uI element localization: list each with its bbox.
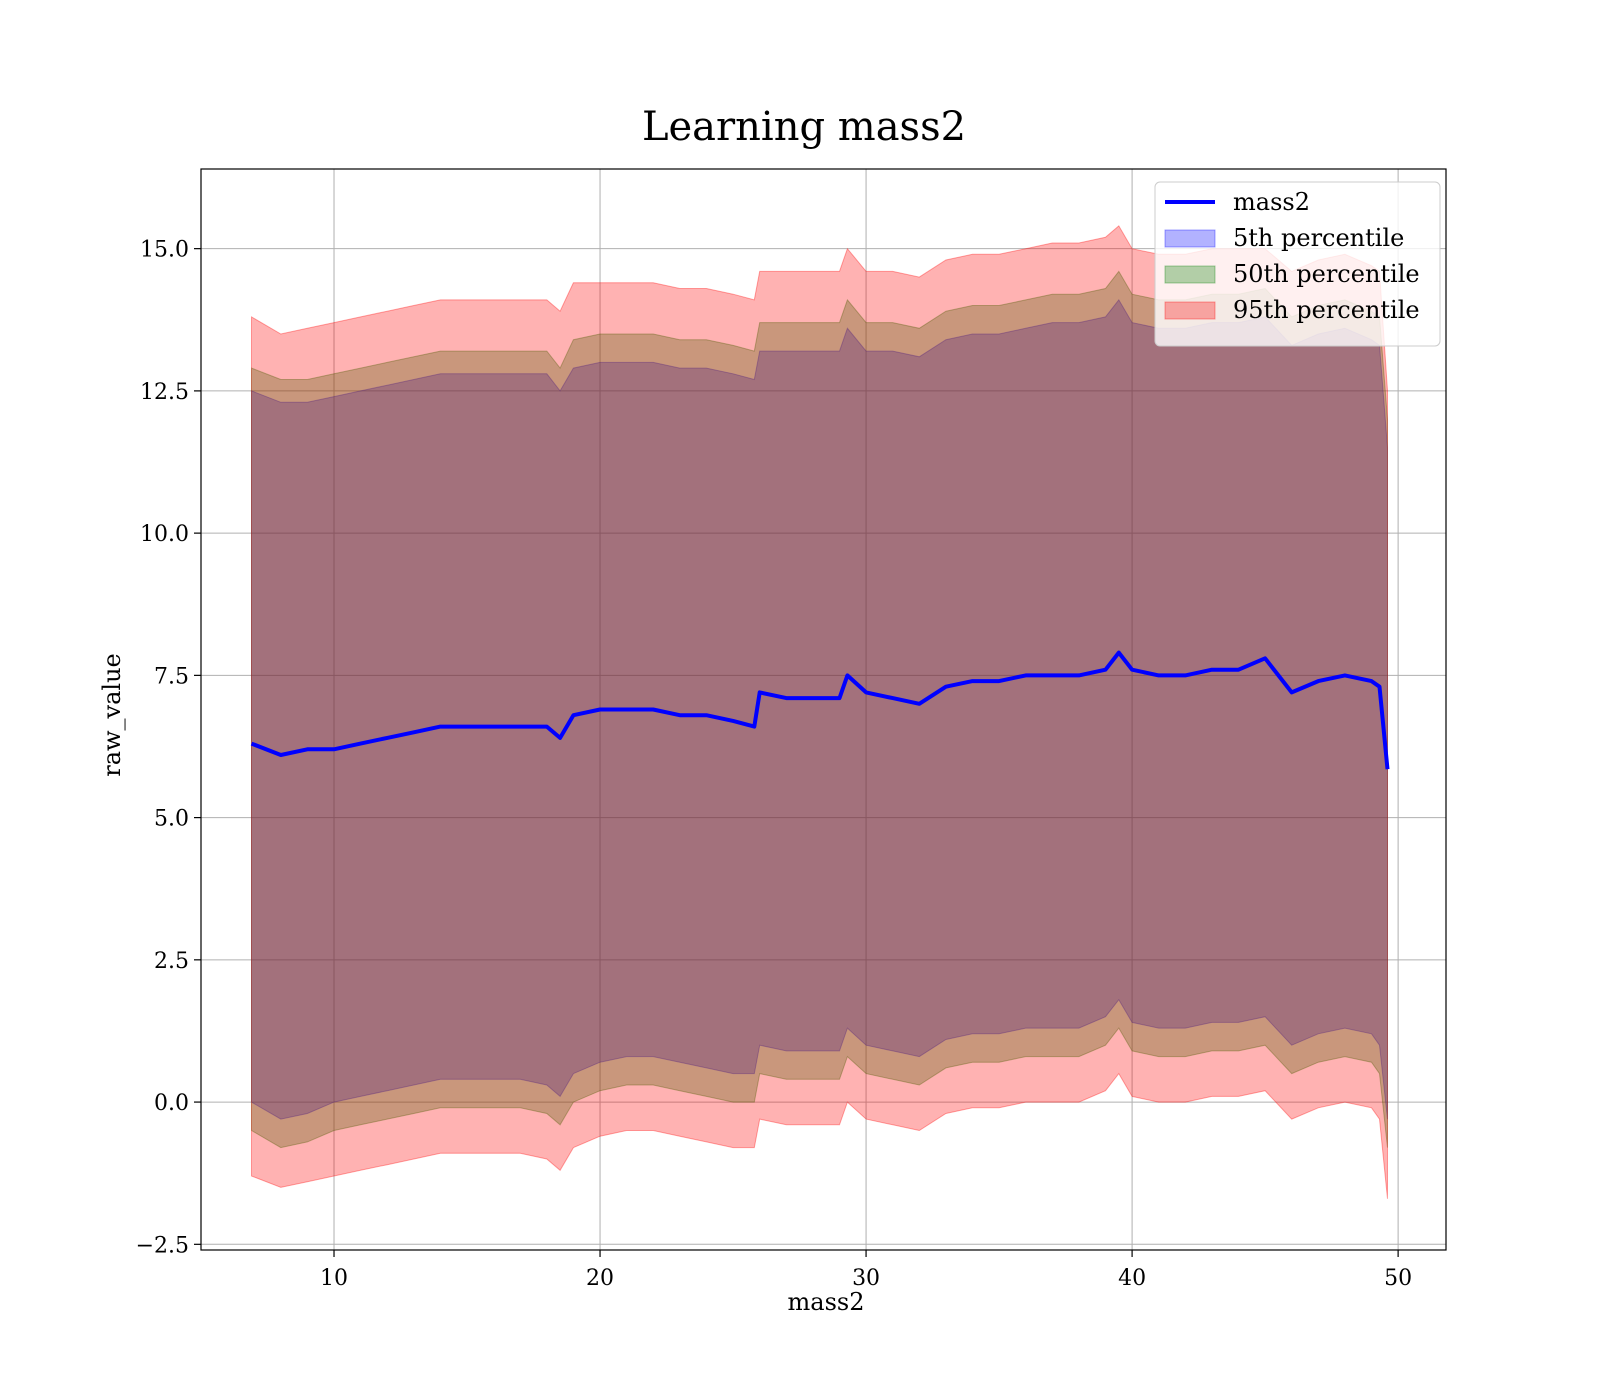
legend-swatch-50th-percentile (1164, 265, 1216, 284)
legend: mass2 5th percentile 50th percentile 95th p… (1154, 181, 1441, 347)
y-tick-label: 2.5 (154, 949, 189, 974)
percentile-bands (251, 225, 1388, 1199)
series-line-mass2 (250, 650, 1390, 770)
grid (201, 169, 1446, 1250)
legend-label-95th-percentile: 95th percentile (1233, 296, 1420, 324)
y-tick-label: 10.0 (140, 522, 189, 547)
legend-swatch-5th-percentile (1164, 229, 1216, 248)
band-95th-percentile (251, 225, 1388, 1199)
plot-background (201, 169, 1446, 1250)
legend-swatch-95th-percentile (1164, 301, 1216, 320)
x-axis: 10 20 30 40 50 (320, 1250, 1412, 1291)
band-50th-percentile (251, 270, 1388, 1149)
chart-title: Learning mass2 (642, 104, 966, 150)
legend-label-5th-percentile: 5th percentile (1233, 224, 1404, 252)
x-axis-label: mass2 (788, 1288, 865, 1316)
legend-label-50th-percentile: 50th percentile (1233, 260, 1420, 288)
y-tick-label: 12.5 (140, 380, 189, 405)
legend-box (1154, 181, 1441, 347)
y-tick-label: 5.0 (154, 807, 189, 832)
x-tick-label: 30 (852, 1266, 880, 1291)
y-axis-label: raw_value (98, 653, 126, 777)
y-tick-label: 7.5 (154, 664, 189, 689)
legend-label-mass2: mass2 (1233, 188, 1310, 216)
y-axis: −2.5 0.0 2.5 5.0 7.5 10.0 12.5 15.0 (136, 238, 201, 1258)
x-tick-label: 50 (1384, 1266, 1412, 1291)
x-tick-label: 10 (320, 1266, 348, 1291)
x-tick-label: 20 (586, 1266, 614, 1291)
band-5th-percentile (251, 299, 1388, 1120)
y-tick-label: 15.0 (140, 238, 189, 263)
plot-frame (200, 168, 1447, 1251)
x-tick-label: 40 (1118, 1266, 1146, 1291)
y-tick-label: 0.0 (154, 1091, 189, 1116)
y-tick-label: −2.5 (136, 1233, 189, 1258)
plot-area (200, 168, 1447, 1251)
series-lines (250, 650, 1390, 770)
